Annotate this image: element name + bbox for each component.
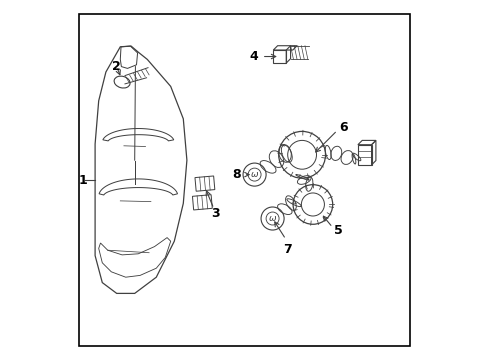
Text: ω: ω — [250, 170, 258, 179]
Text: 2: 2 — [112, 60, 121, 73]
Text: 1: 1 — [79, 174, 87, 186]
Text: 8: 8 — [232, 168, 241, 181]
Text: 4: 4 — [249, 50, 258, 63]
Text: 3: 3 — [211, 207, 220, 220]
Bar — [273, 50, 285, 63]
Text: 6: 6 — [338, 121, 347, 134]
Bar — [357, 145, 371, 165]
Text: ω: ω — [268, 214, 276, 223]
Text: 7: 7 — [283, 243, 291, 256]
Text: 5: 5 — [334, 224, 343, 237]
